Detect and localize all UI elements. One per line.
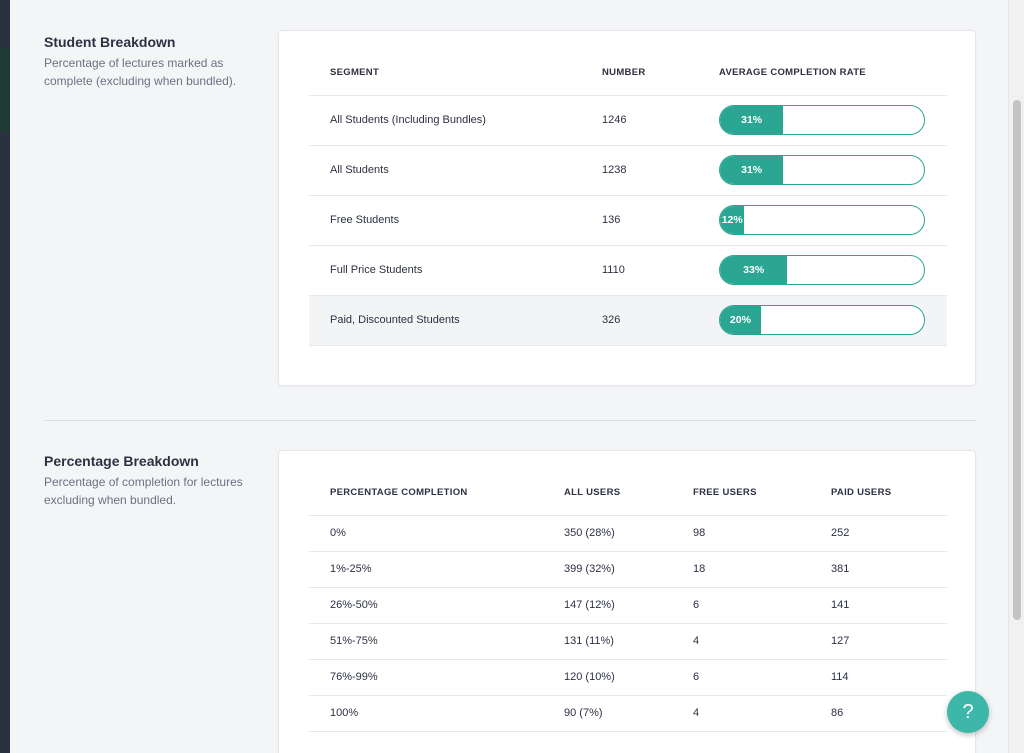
segment-cell: Free Students: [309, 195, 581, 246]
progress-fill: 31%: [720, 156, 784, 184]
table-row: 1%-25% 399 (32%) 18 381: [309, 551, 947, 588]
completion-rate-cell: 33%: [698, 245, 947, 296]
table-row: All Students 1238 31%: [309, 145, 947, 196]
paid-users-cell: 252: [810, 515, 947, 552]
percentage-cell: 100%: [309, 695, 543, 732]
column-header-percentage-completion: PERCENTAGE COMPLETION: [309, 471, 543, 516]
number-cell: 326: [581, 295, 698, 346]
percentage-cell: 26%-50%: [309, 587, 543, 624]
percentage-cell: 51%-75%: [309, 623, 543, 660]
segment-cell: All Students (Including Bundles): [309, 95, 581, 146]
number-cell: 1246: [581, 95, 698, 146]
completion-progress-bar: 33%: [719, 255, 925, 285]
column-header-all-users: ALL USERS: [543, 471, 672, 516]
percentage-breakdown-description: Percentage of completion for lectures ex…: [44, 475, 243, 507]
completion-progress-bar: 12%: [719, 205, 925, 235]
completion-rate-cell: 31%: [698, 95, 947, 146]
paid-users-cell: 141: [810, 587, 947, 624]
completion-rate-cell: 20%: [698, 295, 947, 346]
student-breakdown-description: Percentage of lectures marked as complet…: [44, 56, 237, 88]
free-users-cell: 4: [672, 695, 810, 732]
progress-fill: 31%: [720, 106, 784, 134]
segment-cell: Paid, Discounted Students: [309, 295, 581, 346]
table-row: 100% 90 (7%) 4 86: [309, 695, 947, 732]
all-users-cell: 147 (12%): [543, 587, 672, 624]
progress-fill: 33%: [720, 256, 788, 284]
percentage-cell: 1%-25%: [309, 551, 543, 588]
student-breakdown-table: SEGMENT NUMBER AVERAGE COMPLETION RATE A…: [309, 51, 947, 346]
table-row: 76%-99% 120 (10%) 6 114: [309, 659, 947, 696]
scrollbar-thumb[interactable]: [1013, 100, 1021, 620]
left-sidebar-edge: [0, 0, 10, 753]
percentage-cell: 76%-99%: [309, 659, 543, 696]
progress-fill: 12%: [720, 206, 745, 234]
free-users-cell: 4: [672, 623, 810, 660]
free-users-cell: 6: [672, 659, 810, 696]
number-cell: 1238: [581, 145, 698, 196]
progress-fill: 20%: [720, 306, 761, 334]
table-header-row: PERCENTAGE COMPLETION ALL USERS FREE USE…: [309, 471, 947, 516]
table-row: Full Price Students 1110 33%: [309, 245, 947, 296]
percentage-cell: 0%: [309, 515, 543, 552]
segment-cell: All Students: [309, 145, 581, 196]
table-header-row: SEGMENT NUMBER AVERAGE COMPLETION RATE: [309, 51, 947, 96]
all-users-cell: 350 (28%): [543, 515, 672, 552]
column-header-paid-users: PAID USERS: [810, 471, 947, 516]
table-row: All Students (Including Bundles) 1246 31%: [309, 95, 947, 146]
column-header-completion-rate: AVERAGE COMPLETION RATE: [698, 51, 947, 96]
completion-rate-cell: 31%: [698, 145, 947, 196]
table-row: 26%-50% 147 (12%) 6 141: [309, 587, 947, 624]
vertical-scrollbar[interactable]: [1008, 0, 1024, 753]
number-cell: 136: [581, 195, 698, 246]
student-breakdown-title: Student Breakdown: [44, 34, 176, 50]
free-users-cell: 98: [672, 515, 810, 552]
percentage-breakdown-card: PERCENTAGE COMPLETION ALL USERS FREE USE…: [278, 450, 976, 753]
student-breakdown-card: SEGMENT NUMBER AVERAGE COMPLETION RATE A…: [278, 30, 976, 386]
help-button[interactable]: ?: [947, 691, 989, 733]
column-header-number: NUMBER: [581, 51, 698, 96]
number-cell: 1110: [581, 245, 698, 296]
sidebar-accent: [0, 48, 10, 132]
all-users-cell: 90 (7%): [543, 695, 672, 732]
segment-cell: Full Price Students: [309, 245, 581, 296]
main-content: Student Breakdown Percentage of lectures…: [10, 0, 1008, 753]
percentage-breakdown-title: Percentage Breakdown: [44, 453, 199, 469]
completion-rate-cell: 12%: [698, 195, 947, 246]
table-row: Paid, Discounted Students 326 20%: [309, 295, 947, 346]
all-users-cell: 120 (10%): [543, 659, 672, 696]
table-row: 51%-75% 131 (11%) 4 127: [309, 623, 947, 660]
completion-progress-bar: 20%: [719, 305, 925, 335]
table-row: Free Students 136 12%: [309, 195, 947, 246]
free-users-cell: 6: [672, 587, 810, 624]
table-row: 0% 350 (28%) 98 252: [309, 515, 947, 552]
completion-progress-bar: 31%: [719, 155, 925, 185]
section-divider: [44, 420, 976, 421]
paid-users-cell: 114: [810, 659, 947, 696]
free-users-cell: 18: [672, 551, 810, 588]
percentage-breakdown-table: PERCENTAGE COMPLETION ALL USERS FREE USE…: [309, 471, 947, 732]
completion-progress-bar: 31%: [719, 105, 925, 135]
paid-users-cell: 86: [810, 695, 947, 732]
column-header-segment: SEGMENT: [309, 51, 581, 96]
paid-users-cell: 381: [810, 551, 947, 588]
paid-users-cell: 127: [810, 623, 947, 660]
column-header-free-users: FREE USERS: [672, 471, 810, 516]
all-users-cell: 131 (11%): [543, 623, 672, 660]
all-users-cell: 399 (32%): [543, 551, 672, 588]
